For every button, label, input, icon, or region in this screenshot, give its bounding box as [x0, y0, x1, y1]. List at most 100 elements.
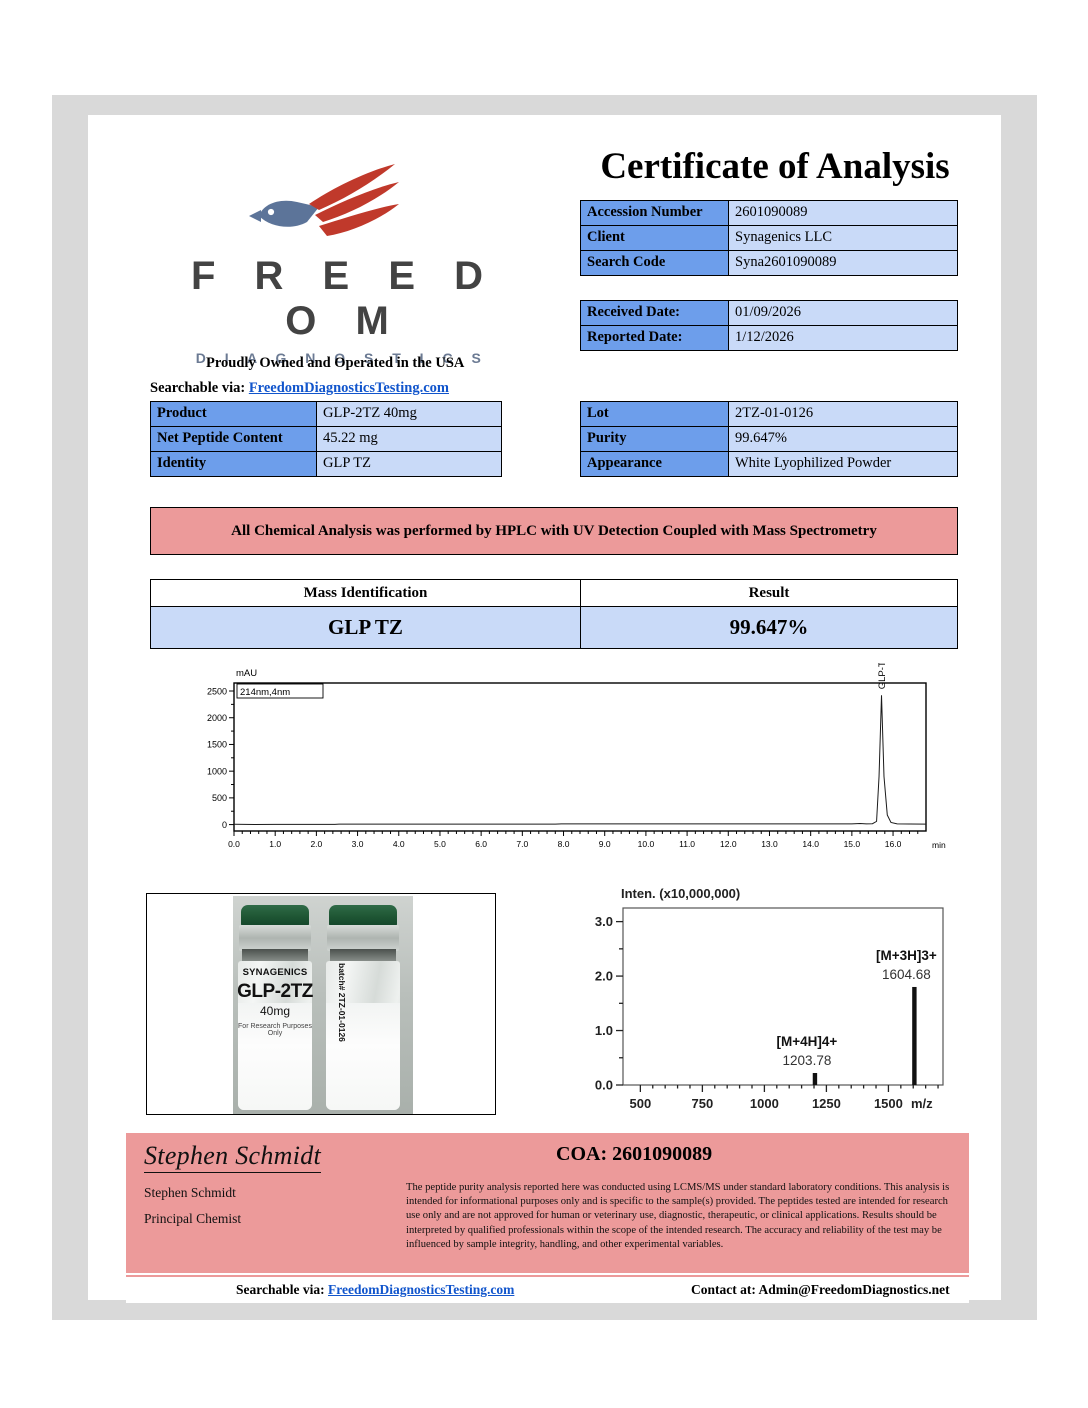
footer-searchable-prefix: Searchable via: — [236, 1282, 325, 1297]
reported-date-value: 1/12/2026 — [728, 325, 958, 351]
footer-searchable-link[interactable]: FreedomDiagnosticsTesting.com — [328, 1282, 515, 1297]
net-peptide-content-value: 45.22 mg — [316, 426, 502, 452]
svg-text:7.0: 7.0 — [516, 839, 528, 849]
table-row: GLP TZ 99.647% — [150, 606, 958, 649]
table-row: Search Code Syna2601090089 — [580, 250, 958, 276]
vial-collar — [327, 925, 399, 951]
table-header-row: Mass Identification Result — [150, 579, 958, 607]
received-date-label: Received Date: — [580, 300, 729, 326]
identity-value: GLP TZ — [316, 451, 502, 477]
vial-label-dose: 40mg — [259, 1004, 291, 1018]
svg-text:1.0: 1.0 — [595, 1023, 613, 1038]
page-title: Certificate of Analysis — [600, 146, 950, 187]
lot-value: 2TZ-01-0126 — [728, 401, 958, 427]
eagle-flag-logo-icon — [249, 164, 399, 236]
vial-cap-icon — [329, 905, 397, 927]
svg-text:1250: 1250 — [812, 1096, 841, 1111]
lot-table: Lot 2TZ-01-0126 Purity 99.647% Appearanc… — [580, 401, 958, 477]
svg-text:214nm,4nm: 214nm,4nm — [240, 687, 290, 698]
received-date-value: 01/09/2026 — [728, 300, 958, 326]
table-row: Client Synagenics LLC — [580, 225, 958, 251]
vial-label-brand: SYNAGENICS — [242, 967, 308, 978]
svg-text:0.0: 0.0 — [595, 1078, 613, 1093]
result-header: Result — [580, 579, 958, 607]
table-row: Received Date: 01/09/2026 — [580, 300, 958, 326]
accession-table: Accession Number 2601090089 Client Synag… — [580, 200, 958, 276]
disclaimer-text: The peptide purity analysis reported her… — [406, 1182, 950, 1250]
svg-text:15.0: 15.0 — [844, 839, 861, 849]
svg-text:14.0: 14.0 — [802, 839, 819, 849]
footer-searchable: Searchable via: FreedomDiagnosticsTestin… — [236, 1282, 514, 1298]
svg-text:12.0: 12.0 — [720, 839, 737, 849]
svg-text:13.0: 13.0 — [761, 839, 778, 849]
table-row: Net Peptide Content 45.22 mg — [150, 426, 502, 452]
svg-text:11.0: 11.0 — [679, 839, 695, 849]
product-photo: SYNAGENICS GLP-2TZ 40mg For Research Pur… — [146, 893, 496, 1115]
mass-identification-value: GLP TZ — [150, 606, 581, 649]
svg-text:9.0: 9.0 — [599, 839, 611, 849]
svg-text:[M+4H]4+: [M+4H]4+ — [777, 1034, 838, 1049]
purity-value: 99.647% — [728, 426, 958, 452]
signer-role: Principal Chemist — [144, 1211, 242, 1226]
svg-text:mAU: mAU — [236, 668, 257, 679]
vial-back: batch# 2TZ-01-0126 — [325, 905, 401, 1110]
photo-image: SYNAGENICS GLP-2TZ 40mg For Research Pur… — [233, 896, 413, 1114]
svg-text:1000: 1000 — [207, 766, 227, 776]
accession-number-label: Accession Number — [580, 200, 729, 226]
svg-text:16.0: 16.0 — [885, 839, 902, 849]
signature-footer: Stephen Schmidt Stephen Schmidt Principa… — [126, 1133, 969, 1273]
dates-table: Received Date: 01/09/2026 Reported Date:… — [580, 300, 958, 351]
svg-text:[M+3H]3+: [M+3H]3+ — [876, 948, 937, 963]
svg-text:0.0: 0.0 — [228, 839, 240, 849]
identity-label: Identity — [150, 451, 317, 477]
svg-text:Inten. (x10,000,000): Inten. (x10,000,000) — [621, 886, 740, 901]
svg-text:3.0: 3.0 — [595, 914, 613, 929]
lot-label: Lot — [580, 401, 729, 427]
searchable-prefix-top: Searchable via: — [150, 380, 246, 396]
logo-subtitle: D I A G N O S T I C S — [195, 350, 489, 366]
signer-name: Stephen Schmidt — [144, 1185, 236, 1200]
vial-body — [238, 961, 312, 1110]
usa-tagline: Proudly Owned and Operated in the USA — [206, 355, 465, 371]
coa-number: COA: 2601090089 — [556, 1143, 713, 1165]
mass-identification-header: Mass Identification — [150, 579, 581, 607]
table-row: Accession Number 2601090089 — [580, 200, 958, 226]
vial-powder — [238, 1002, 312, 1110]
table-row: Lot 2TZ-01-0126 — [580, 401, 958, 427]
svg-text:1000: 1000 — [750, 1096, 779, 1111]
svg-text:500: 500 — [630, 1096, 652, 1111]
searchable-link-top[interactable]: FreedomDiagnosticsTesting.com — [248, 380, 449, 396]
mass-spectrum-chart: Inten. (x10,000,000) 0.0 1.0 2.0 3.0 500 750… — [513, 880, 968, 1120]
mass-identification-table: Mass Identification Result GLP TZ 99.647… — [150, 579, 958, 649]
client-label: Client — [580, 225, 729, 251]
appearance-value: White Lyophilized Powder — [728, 451, 958, 477]
vial-cap-icon — [241, 905, 309, 927]
svg-text:4.0: 4.0 — [393, 839, 405, 849]
appearance-label: Appearance — [580, 451, 729, 477]
vial-powder — [326, 1002, 400, 1110]
svg-text:1.0: 1.0 — [269, 839, 281, 849]
logo-wordmark: F R E E D O M — [190, 254, 498, 343]
svg-text:2500: 2500 — [207, 686, 227, 696]
purity-label: Purity — [580, 426, 729, 452]
svg-text:750: 750 — [692, 1096, 714, 1111]
vial-collar — [239, 925, 311, 951]
svg-text:m/z: m/z — [911, 1096, 933, 1111]
net-peptide-content-label: Net Peptide Content — [150, 426, 317, 452]
svg-text:5.0: 5.0 — [434, 839, 446, 849]
search-code-value: Syna2601090089 — [728, 250, 958, 276]
svg-text:1604.68: 1604.68 — [882, 967, 931, 982]
vial-label-product: GLP-2TZ — [237, 981, 313, 1002]
result-value: 99.647% — [580, 606, 958, 649]
product-value: GLP-2TZ 40mg — [316, 401, 502, 427]
product-table: Product GLP-2TZ 40mg Net Peptide Content… — [150, 401, 502, 477]
svg-text:2000: 2000 — [207, 713, 227, 723]
table-row: Product GLP-2TZ 40mg — [150, 401, 502, 427]
svg-text:3.0: 3.0 — [352, 839, 364, 849]
svg-text:min: min — [932, 840, 946, 850]
svg-text:1500: 1500 — [207, 740, 227, 750]
vial-body — [326, 961, 400, 1110]
footer-bar: Searchable via: FreedomDiagnosticsTestin… — [126, 1275, 969, 1303]
svg-text:500: 500 — [212, 793, 227, 803]
